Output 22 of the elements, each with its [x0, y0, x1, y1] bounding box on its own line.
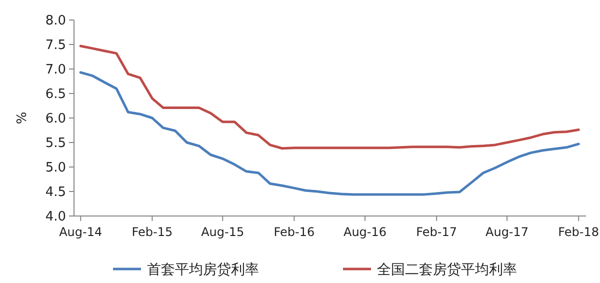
y-tick-label: 4.0	[45, 210, 66, 225]
x-tick-label: Aug-16	[344, 225, 387, 239]
line-series	[79, 44, 580, 150]
y-tick-label: 7.0	[45, 62, 66, 78]
x-tick-label: Feb-16	[274, 225, 315, 239]
y-tick-label: 7.5	[45, 38, 66, 54]
y-tick-label: 8.0	[45, 14, 66, 29]
y-axis-title: %	[15, 112, 30, 124]
x-tick-label: Feb-18	[558, 225, 600, 239]
y-tick-label: 5.0	[45, 160, 66, 176]
y-tick-label: 4.5	[45, 185, 66, 200]
x-tick-label: Feb-17	[416, 225, 458, 239]
y-tick-label: 6.5	[45, 87, 66, 102]
legend-label: 全国二套房贷平均利率	[377, 262, 517, 278]
y-tick-label: 5.5	[45, 136, 66, 152]
x-tick-label: Aug-15	[201, 225, 244, 239]
line-series	[79, 71, 580, 196]
y-tick-label: 6.0	[45, 112, 66, 127]
legend-label: 首套平均房贷利率	[147, 262, 259, 278]
x-tick-label: Aug-17	[486, 225, 529, 239]
x-tick-label: Feb-15	[132, 225, 173, 239]
x-tick-label: Aug-14	[59, 225, 102, 239]
